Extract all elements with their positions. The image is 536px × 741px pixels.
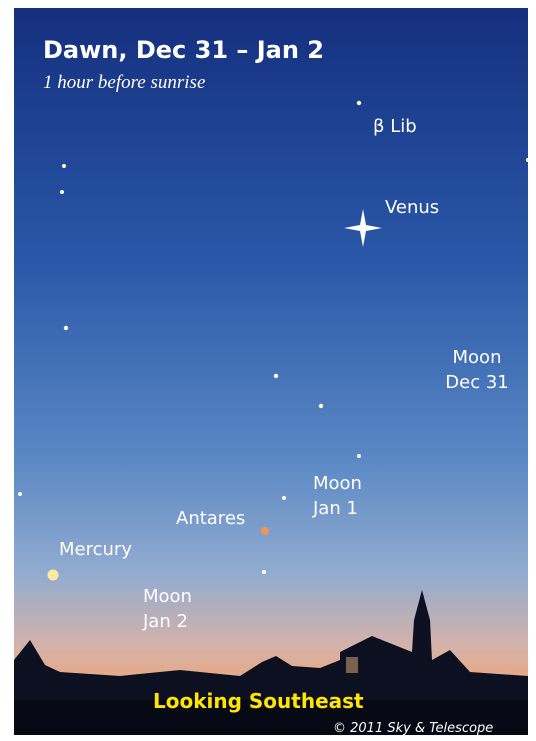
title: Dawn, Dec 31 – Jan 2 xyxy=(43,36,324,64)
object-label: Moon xyxy=(143,586,192,607)
sky-chart: Dawn, Dec 31 – Jan 2 1 hour before sunri… xyxy=(0,0,536,741)
credit: © 2011 Sky & Telescope xyxy=(333,721,493,736)
object-label: Moon xyxy=(313,473,362,494)
object-label: Mercury xyxy=(59,539,132,560)
object-label: Dec 31 xyxy=(445,372,508,393)
subtitle: 1 hour before sunrise xyxy=(43,72,205,93)
direction: Looking Southeast xyxy=(153,689,364,713)
object-label: Antares xyxy=(176,508,245,529)
object-label: Moon xyxy=(453,347,502,368)
object-label: β Lib xyxy=(373,116,417,137)
page: Dawn, Dec 31 – Jan 2 1 hour before sunri… xyxy=(0,0,536,741)
antares-dot xyxy=(261,527,269,535)
object-label: Jan 2 xyxy=(142,611,188,632)
mercury-dot xyxy=(48,570,59,581)
object-label: Venus xyxy=(385,197,439,218)
object-label: Jan 1 xyxy=(312,498,358,519)
